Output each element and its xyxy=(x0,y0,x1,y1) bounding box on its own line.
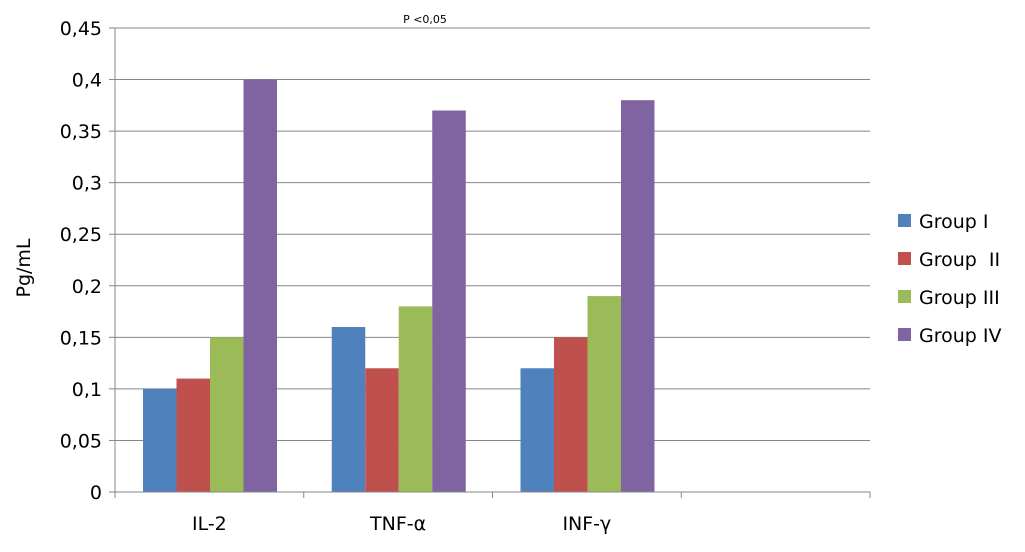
x-category-labels: IL-2 TNF-α INF-γ xyxy=(192,513,611,535)
legend: Group I Group II Group III Group IV xyxy=(898,211,1002,347)
bar-group-iv-1 xyxy=(432,110,466,492)
bar-group-iii-1 xyxy=(398,306,433,492)
y-tick-label: 0,2 xyxy=(72,276,102,298)
bar-group-i-0 xyxy=(143,388,177,492)
x-category-label: INF-γ xyxy=(562,513,611,535)
legend-swatch xyxy=(898,214,911,227)
x-category-label: IL-2 xyxy=(192,513,227,535)
y-tick-label: 0 xyxy=(90,482,102,504)
legend-label: Group I xyxy=(919,211,989,233)
bar-group-iii-2 xyxy=(587,296,621,492)
bar-group-ii-0 xyxy=(176,378,210,492)
y-tick-label: 0,4 xyxy=(72,70,102,92)
y-tick-label: 0,35 xyxy=(60,121,102,143)
significance-annotation: P <0,05 xyxy=(403,13,447,26)
axes xyxy=(114,28,871,498)
legend-swatch xyxy=(898,328,911,341)
bar-group-iv-2 xyxy=(621,100,655,492)
y-tick-label: 0,05 xyxy=(60,430,102,452)
y-axis-label: Pg/mL xyxy=(13,238,35,297)
legend-label: Group II xyxy=(919,249,1000,271)
bar-group-ii-1 xyxy=(365,368,399,492)
y-tick-label: 0,25 xyxy=(60,224,102,246)
bar-group-i-1 xyxy=(331,327,366,492)
bar-group-i-2 xyxy=(520,368,554,492)
legend-swatch xyxy=(898,290,911,303)
y-tick-labels: 0 0,05 0,1 0,15 0,2 0,25 0,3 0,35 0,4 0,45 xyxy=(60,18,102,504)
legend-swatch xyxy=(898,252,911,265)
bars xyxy=(143,79,655,493)
y-tick-label: 0,45 xyxy=(60,18,102,40)
x-category-label: TNF-α xyxy=(369,513,426,535)
legend-label: Group IV xyxy=(919,325,1002,347)
bar-group-ii-2 xyxy=(554,337,588,492)
bar-group-iii-0 xyxy=(210,337,244,492)
legend-label: Group III xyxy=(919,287,1000,309)
y-tick-label: 0,15 xyxy=(60,327,102,349)
bar-group-iv-0 xyxy=(243,79,277,493)
y-tick-label: 0,3 xyxy=(72,173,102,195)
y-tick-label: 0,1 xyxy=(72,379,102,401)
